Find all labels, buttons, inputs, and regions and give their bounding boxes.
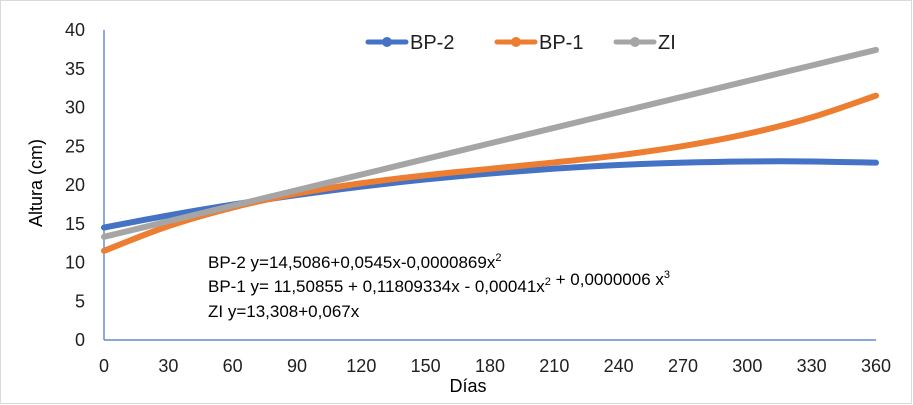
x-tick-label: 120: [346, 356, 376, 376]
x-tick-label: 90: [287, 356, 307, 376]
x-tick-label: 270: [668, 356, 698, 376]
y-tick-label: 25: [65, 136, 85, 156]
x-tick-label: 330: [797, 356, 827, 376]
y-tick-label: 40: [65, 20, 85, 40]
x-tick-label: 300: [732, 356, 762, 376]
y-tick-label: 20: [65, 175, 85, 195]
equation-annotation: BP-2 y=14,5086+0,0545x-0,0000869x2: [208, 252, 501, 272]
x-tick-label: 0: [99, 356, 109, 376]
x-tick-label: 30: [158, 356, 178, 376]
x-tick-label: 360: [861, 356, 891, 376]
equation-annotation: ZI y=13,308+0,067x: [208, 302, 360, 321]
x-tick-label: 180: [475, 356, 505, 376]
y-tick-label: 10: [65, 253, 85, 273]
y-tick-label: 30: [65, 98, 85, 118]
y-tick-label: 15: [65, 214, 85, 234]
x-tick-label: 60: [223, 356, 243, 376]
legend-label-bp-2: BP-2: [410, 32, 454, 54]
equation-annotation: BP-1 y= 11,50855 + 0,11809334x - 0,00041…: [208, 269, 670, 296]
x-tick-label: 210: [539, 356, 569, 376]
y-tick-label: 0: [75, 330, 85, 350]
legend-label-bp-1: BP-1: [539, 32, 583, 54]
series-line-zi: [101, 46, 879, 240]
legend-marker-zi: [630, 37, 640, 47]
legend-label-zi: ZI: [658, 32, 676, 54]
y-tick-label: 35: [65, 59, 85, 79]
y-tick-label: 5: [75, 291, 85, 311]
x-axis-title: Días: [449, 376, 486, 396]
legend-marker-bp-2: [382, 37, 392, 47]
legend-marker-bp-1: [511, 37, 521, 47]
y-axis-title: Altura (cm): [26, 139, 46, 227]
x-tick-label: 240: [604, 356, 634, 376]
x-tick-label: 150: [411, 356, 441, 376]
